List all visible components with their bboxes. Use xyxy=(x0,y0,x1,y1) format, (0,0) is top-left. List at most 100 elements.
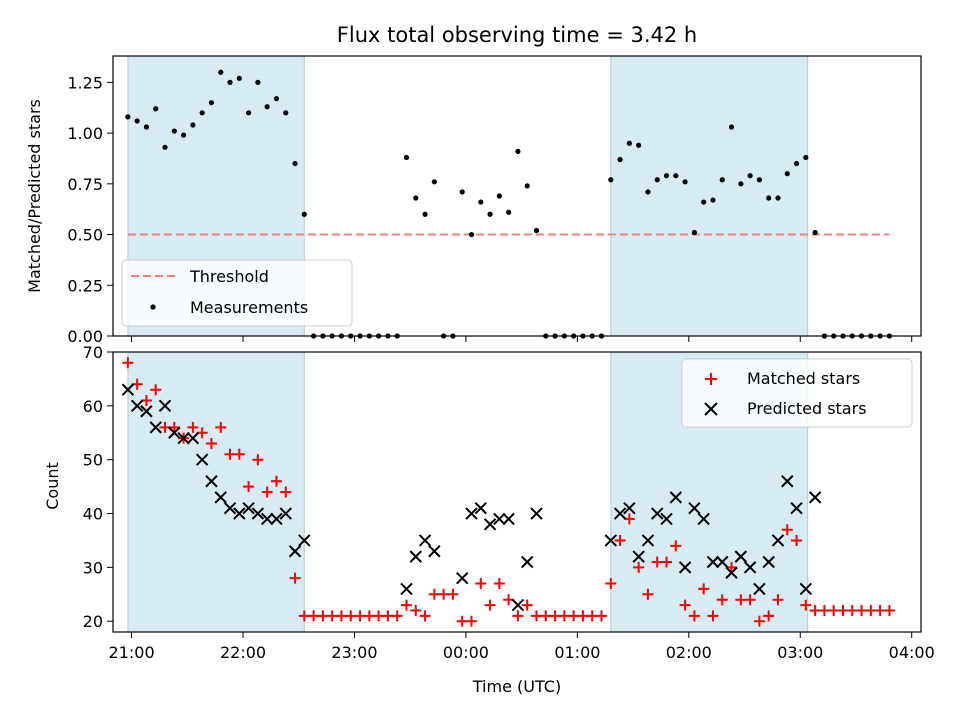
matched-star-point-45 xyxy=(540,610,552,622)
predicted-star-point-6 xyxy=(177,431,190,445)
predicted-star-point-0 xyxy=(121,383,135,396)
matched-star-point-19 xyxy=(298,610,310,622)
measurement-point-72 xyxy=(793,160,800,167)
predicted-star-point-17 xyxy=(279,507,292,520)
matched-star-point-62 xyxy=(698,583,710,595)
matched-star-point-34 xyxy=(438,588,450,600)
measurement-point-67 xyxy=(747,173,753,179)
x-tick-label-1: 22:00 xyxy=(220,643,266,662)
y-tick-label-4: 1.00 xyxy=(67,124,103,143)
matched-star-point-22 xyxy=(326,610,338,622)
measurement-point-40 xyxy=(496,193,502,199)
count-panel: 20 30 40 50 60 70 21:00 22:00 23:00 00:00 01:00 02:… xyxy=(83,343,935,662)
measurement-point-55 xyxy=(636,142,642,148)
matched-star-point-20 xyxy=(308,610,320,622)
matched-star-point-39 xyxy=(484,599,496,611)
matched-star-point-17 xyxy=(280,486,292,498)
y-tick-label-2: 0.50 xyxy=(67,226,103,245)
matched-star-point-63 xyxy=(707,610,719,622)
predicted-star-point-25 xyxy=(465,507,478,520)
predicted-star-point-3 xyxy=(149,421,162,434)
measurement-point-64 xyxy=(719,177,725,183)
legend-measurements-swatch xyxy=(150,304,156,310)
matched-star-point-16 xyxy=(270,475,282,487)
measurement-point-70 xyxy=(775,195,781,201)
predicted-star-point-23 xyxy=(428,545,441,558)
predicted-star-point-42 xyxy=(688,501,701,515)
predicted-star-point-29 xyxy=(502,512,515,526)
measurement-point-0 xyxy=(125,114,131,120)
matched-star-point-56 xyxy=(642,588,654,600)
predicted-star-point-44 xyxy=(706,555,720,569)
matched-star-point-44 xyxy=(531,610,543,622)
matched-star-point-70 xyxy=(772,594,784,606)
x-tick-label-6: 03:00 xyxy=(777,643,823,662)
legend-measurements-label: Measurements xyxy=(190,298,308,317)
predicted-star-point-53 xyxy=(790,501,803,515)
predicted-star-point-38 xyxy=(651,507,664,520)
measurement-point-7 xyxy=(190,122,196,128)
measurement-point-33 xyxy=(431,179,437,185)
matched-star-point-18 xyxy=(289,572,301,584)
matched-star-point-42 xyxy=(512,610,524,622)
predicted-star-point-19 xyxy=(298,534,311,547)
measurement-point-6 xyxy=(180,132,187,138)
x-tick-label-3: 00:00 xyxy=(443,643,489,662)
matched-star-point-35 xyxy=(447,588,459,600)
matched-star-point-51 xyxy=(596,610,608,622)
matched-star-point-67 xyxy=(744,594,756,606)
matched-star-point-7 xyxy=(187,421,199,433)
measurement-point-74 xyxy=(812,229,818,236)
matched-star-point-55 xyxy=(633,561,645,573)
measurement-point-61 xyxy=(691,229,697,236)
measurement-point-19 xyxy=(301,211,307,217)
matched-star-point-40 xyxy=(493,578,505,590)
measurement-point-12 xyxy=(236,75,242,81)
measurement-point-60 xyxy=(682,179,688,185)
matched-star-point-14 xyxy=(252,454,264,466)
predicted-star-point-39 xyxy=(660,512,673,526)
matched-star-point-12 xyxy=(233,448,245,460)
measurement-point-3 xyxy=(153,106,159,112)
matched-star-point-33 xyxy=(428,588,440,600)
matched-star-point-54 xyxy=(623,513,635,525)
matched-star-point-77 xyxy=(837,604,849,616)
matched-star-point-21 xyxy=(317,610,329,622)
y-tick-label-0: 0.00 xyxy=(67,327,103,346)
measurement-point-11 xyxy=(227,79,233,85)
legend-matched-swatch xyxy=(705,373,717,385)
predicted-star-point-8 xyxy=(195,453,209,466)
predicted-star-point-4 xyxy=(158,399,172,413)
ratio-panel: 0.00 0.25 0.50 0.75 1.00 1.25 xyxy=(67,55,922,346)
predicted-star-point-51 xyxy=(771,534,785,547)
matched-star-point-9 xyxy=(205,438,217,450)
y-tick-label-1: 30 xyxy=(83,558,103,577)
predicted-star-point-45 xyxy=(716,555,729,569)
predicted-star-point-5 xyxy=(168,426,181,439)
matched-star-point-80 xyxy=(865,604,877,616)
matched-star-point-15 xyxy=(261,486,273,498)
predicted-star-point-43 xyxy=(697,512,710,526)
matched-star-point-31 xyxy=(410,604,422,616)
measurement-point-39 xyxy=(487,211,493,217)
matched-star-point-71 xyxy=(781,524,793,536)
predicted-star-point-40 xyxy=(669,491,683,504)
x-tick-label-2: 23:00 xyxy=(331,643,377,662)
predicted-star-point-55 xyxy=(808,491,822,504)
legend-matched-label: Matched stars xyxy=(747,369,860,388)
measurement-point-54 xyxy=(626,140,632,146)
predicted-star-point-54 xyxy=(799,582,813,596)
matched-star-point-11 xyxy=(224,448,236,460)
matched-star-point-29 xyxy=(391,610,403,622)
predicted-star-point-7 xyxy=(186,431,200,445)
predicted-star-point-27 xyxy=(483,518,497,531)
measurement-point-30 xyxy=(403,154,410,161)
measurement-point-57 xyxy=(654,177,660,183)
matched-star-point-64 xyxy=(716,594,728,606)
legend-predicted-swatch xyxy=(704,402,718,416)
measurement-point-10 xyxy=(218,69,224,75)
matched-star-point-26 xyxy=(363,610,375,622)
matched-star-point-82 xyxy=(883,604,895,616)
matched-star-point-32 xyxy=(419,610,431,622)
predicted-star-point-12 xyxy=(233,507,246,520)
